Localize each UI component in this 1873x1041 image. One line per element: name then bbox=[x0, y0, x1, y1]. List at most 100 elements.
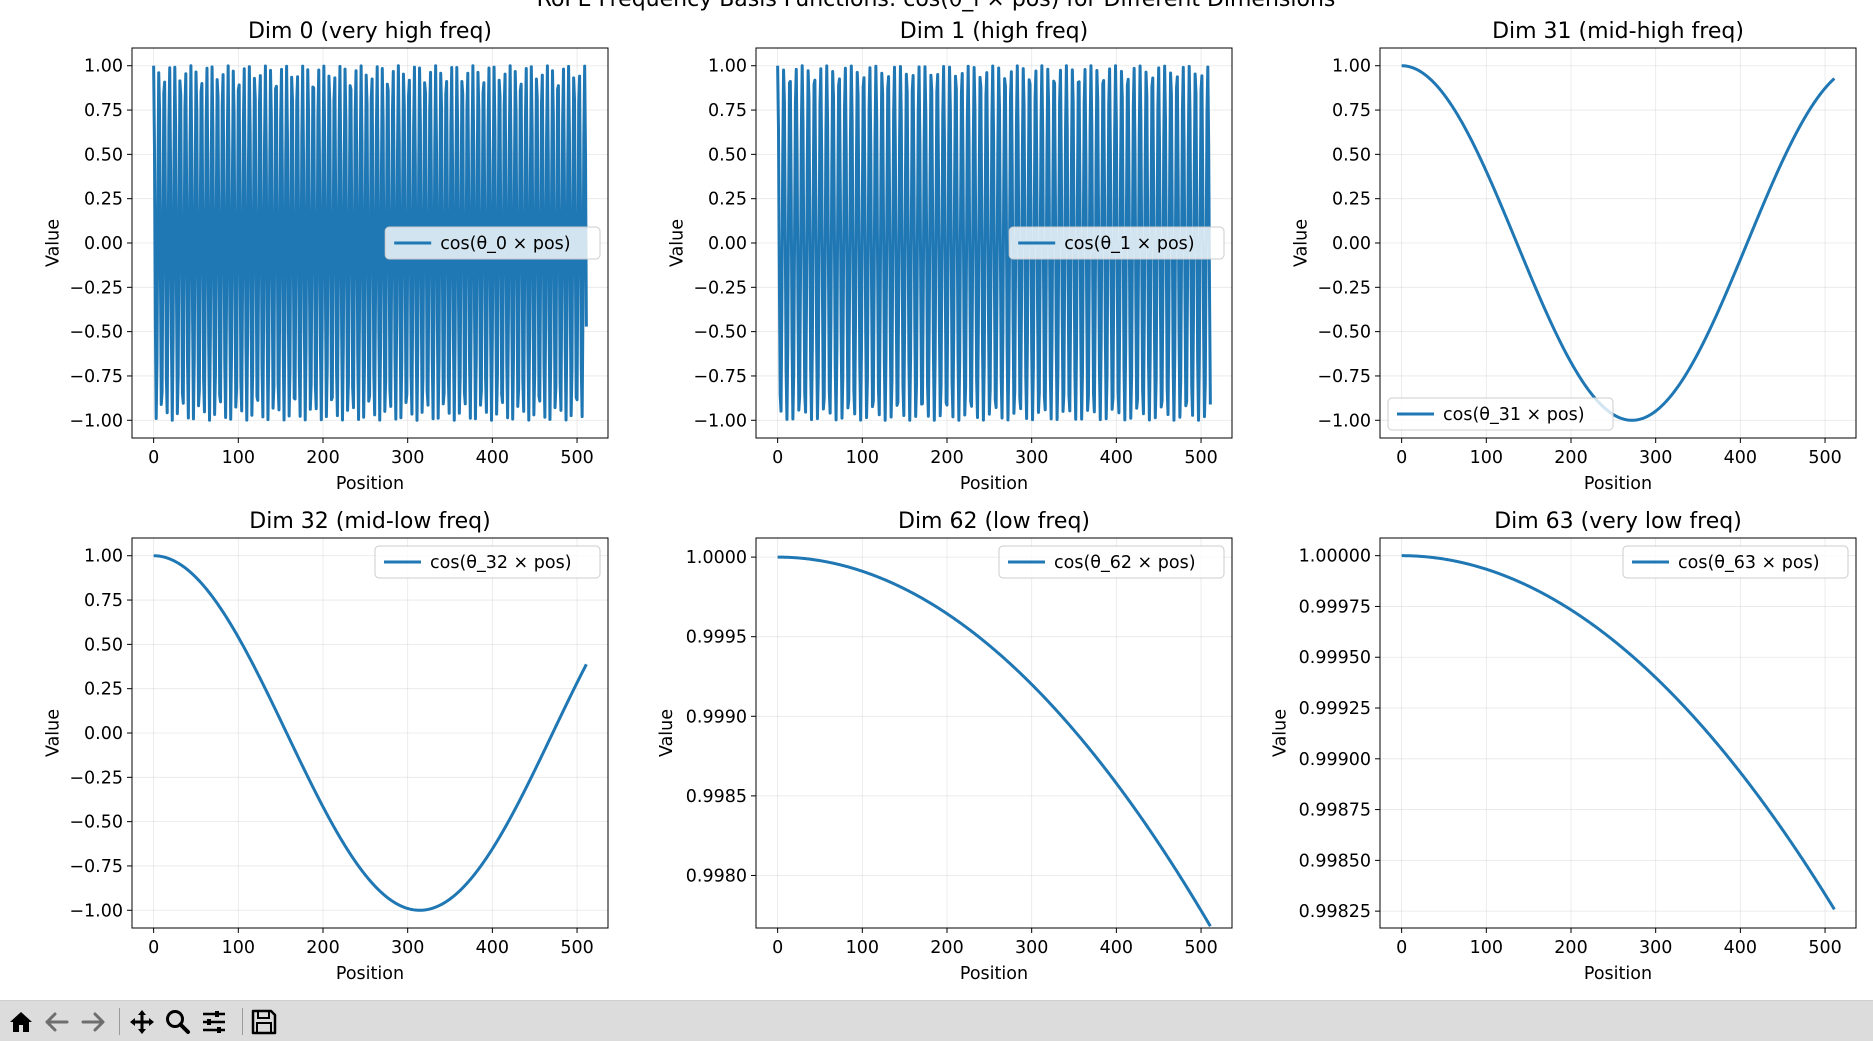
y-tick-label: 0.25 bbox=[84, 190, 123, 210]
series-line bbox=[776, 555, 1212, 928]
pan-button[interactable] bbox=[127, 1007, 157, 1037]
zoom-button[interactable] bbox=[163, 1007, 193, 1037]
x-tick-label: 100 bbox=[222, 448, 255, 468]
back-button[interactable] bbox=[42, 1007, 72, 1037]
x-tick-label: 400 bbox=[1724, 448, 1757, 468]
x-axis-label: Position bbox=[1584, 474, 1652, 494]
sliders-icon bbox=[203, 1011, 225, 1033]
x-tick-label: 300 bbox=[1639, 448, 1672, 468]
x-axis-label: Position bbox=[1584, 964, 1652, 984]
x-tick-label: 0 bbox=[148, 938, 159, 958]
x-axis-label: Position bbox=[336, 964, 404, 984]
home-button[interactable] bbox=[6, 1007, 36, 1037]
axes-frame bbox=[755, 537, 1233, 929]
x-tick-label: 500 bbox=[1808, 448, 1841, 468]
figure-canvas: RoPE Frequency Basis Functions: cos(θ_i … bbox=[44, 0, 1857, 984]
figure: RoPE Frequency Basis Functions: cos(θ_i … bbox=[43, 0, 1857, 984]
subplot-title: Dim 0 (very high freq) bbox=[248, 19, 492, 44]
x-tick-label: 0 bbox=[148, 448, 159, 468]
x-tick-label: 100 bbox=[222, 938, 255, 958]
x-axis-label: Position bbox=[336, 474, 404, 494]
series-line bbox=[1400, 554, 1836, 911]
x-tick-label: 500 bbox=[560, 938, 593, 958]
y-tick-label: 0.75 bbox=[708, 101, 747, 121]
y-tick-label: 0.99850 bbox=[1299, 851, 1371, 871]
navigation-toolbar bbox=[0, 1000, 1873, 1041]
x-tick-label: 200 bbox=[930, 448, 963, 468]
legend-box bbox=[1008, 226, 1225, 260]
y-tick-label: 0.50 bbox=[84, 635, 123, 655]
y-tick-label: 0.50 bbox=[1332, 145, 1371, 165]
series-line bbox=[152, 64, 588, 422]
legend-box bbox=[384, 226, 601, 260]
series-line bbox=[776, 64, 1212, 422]
y-tick-label: 0.00 bbox=[1332, 234, 1371, 254]
x-tick-label: 200 bbox=[930, 938, 963, 958]
y-tick-label: 0.99950 bbox=[1299, 648, 1371, 668]
legend: cos(θ_63 × pos) bbox=[1622, 545, 1849, 579]
y-tick-label: 1.00 bbox=[84, 57, 123, 77]
y-tick-label: −0.75 bbox=[69, 367, 123, 387]
subplot-3: 0 100 200 300 400 500 −1.00 −0.75 −0.50 −0.25 0.00… bbox=[44, 509, 609, 984]
arrow-left-icon bbox=[45, 1012, 69, 1032]
legend-label: cos(θ_62 × pos) bbox=[1054, 553, 1196, 573]
configure-subplots-button[interactable] bbox=[199, 1007, 229, 1037]
x-tick-label: 400 bbox=[1724, 938, 1757, 958]
y-tick-label: 1.00 bbox=[84, 547, 123, 567]
y-tick-label: −0.75 bbox=[1317, 367, 1371, 387]
move-icon bbox=[130, 1010, 154, 1034]
y-tick-label: 0.50 bbox=[708, 145, 747, 165]
x-tick-label: 100 bbox=[1470, 448, 1503, 468]
x-tick-label: 400 bbox=[1100, 938, 1133, 958]
y-tick-label: −0.25 bbox=[693, 278, 747, 298]
y-tick-label: 0.99825 bbox=[1299, 902, 1371, 922]
x-tick-label: 300 bbox=[391, 938, 424, 958]
x-tick-label: 200 bbox=[306, 448, 339, 468]
series-line bbox=[1400, 64, 1836, 422]
x-tick-label: 100 bbox=[1470, 938, 1503, 958]
x-tick-label: 300 bbox=[1639, 938, 1672, 958]
forward-button[interactable] bbox=[78, 1007, 108, 1037]
x-tick-label: 500 bbox=[560, 448, 593, 468]
x-tick-label: 100 bbox=[846, 448, 879, 468]
y-tick-label: 0.9985 bbox=[686, 787, 747, 807]
x-axis-label: Position bbox=[960, 474, 1028, 494]
y-tick-label: 0.99925 bbox=[1299, 699, 1371, 719]
subplot-title: Dim 63 (very low freq) bbox=[1494, 509, 1742, 534]
axes-frame bbox=[1379, 537, 1857, 929]
y-axis-label: Value bbox=[1271, 709, 1291, 757]
y-tick-label: −0.25 bbox=[69, 768, 123, 788]
y-tick-label: 1.00 bbox=[708, 57, 747, 77]
legend: cos(θ_31 × pos) bbox=[1387, 397, 1614, 431]
magnifier-icon bbox=[166, 1010, 190, 1034]
legend-label: cos(θ_0 × pos) bbox=[440, 234, 570, 254]
x-tick-label: 400 bbox=[1100, 448, 1133, 468]
y-axis-label: Value bbox=[1292, 219, 1312, 267]
x-tick-label: 300 bbox=[1015, 938, 1048, 958]
x-tick-label: 200 bbox=[1554, 448, 1587, 468]
y-tick-label: −1.00 bbox=[69, 411, 123, 431]
x-tick-label: 300 bbox=[1015, 448, 1048, 468]
y-tick-label: −0.50 bbox=[693, 323, 747, 343]
y-tick-label: −0.75 bbox=[693, 367, 747, 387]
x-tick-label: 0 bbox=[772, 938, 783, 958]
x-axis-label: Position bbox=[960, 964, 1028, 984]
y-tick-label: −0.25 bbox=[69, 278, 123, 298]
y-tick-label: 1.0000 bbox=[686, 548, 747, 568]
home-icon bbox=[10, 1012, 32, 1032]
legend: cos(θ_0 × pos) bbox=[384, 226, 601, 260]
y-tick-label: 0.99875 bbox=[1299, 801, 1371, 821]
x-tick-label: 400 bbox=[476, 448, 509, 468]
legend: cos(θ_32 × pos) bbox=[374, 545, 601, 579]
save-button[interactable] bbox=[249, 1007, 279, 1037]
x-tick-label: 500 bbox=[1808, 938, 1841, 958]
floppy-disk-icon bbox=[251, 1009, 277, 1035]
y-tick-label: 0.75 bbox=[84, 591, 123, 611]
y-axis-label: Value bbox=[44, 709, 64, 757]
y-tick-label: −0.50 bbox=[1317, 323, 1371, 343]
x-tick-label: 500 bbox=[1184, 448, 1217, 468]
y-tick-label: 0.00 bbox=[708, 234, 747, 254]
y-tick-label: −1.00 bbox=[69, 901, 123, 921]
y-tick-label: 0.9995 bbox=[686, 628, 747, 648]
y-tick-label: −0.25 bbox=[1317, 278, 1371, 298]
